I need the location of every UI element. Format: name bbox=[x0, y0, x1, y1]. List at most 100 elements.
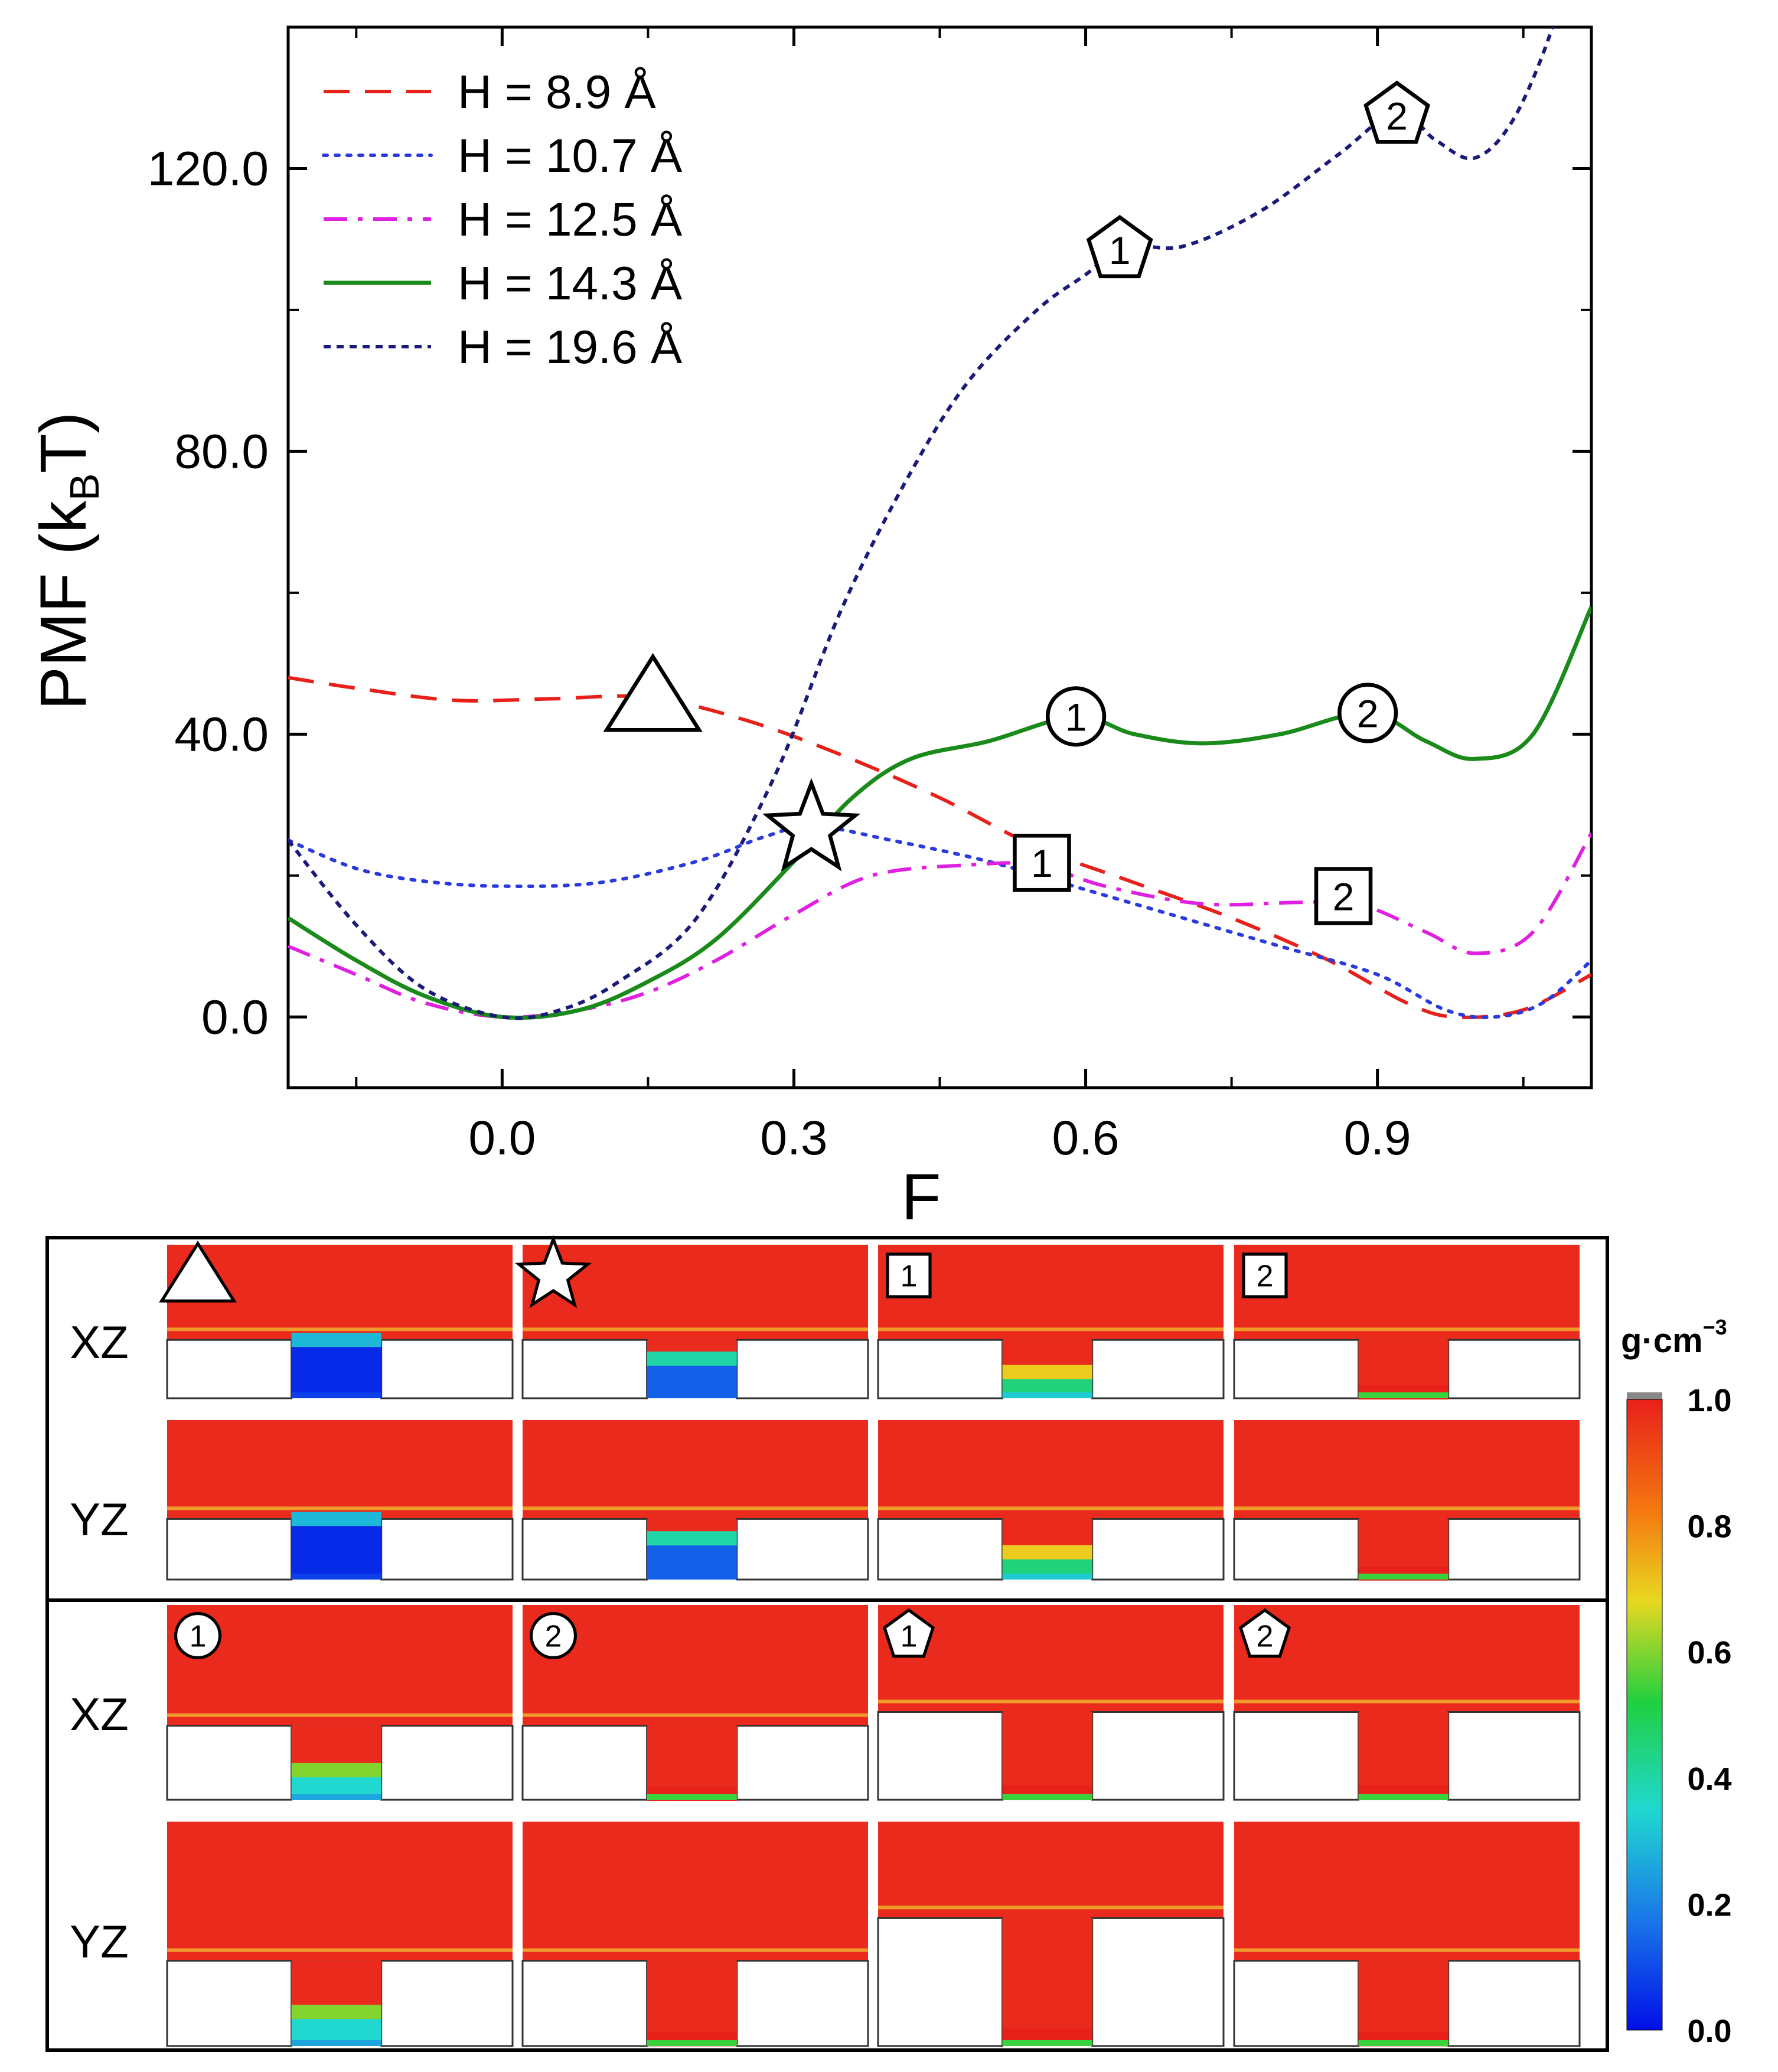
snapshot-marker-circle-1-label: 1 bbox=[190, 1619, 207, 1653]
y-tick-label: 40.0 bbox=[174, 707, 269, 761]
wall-left bbox=[1233, 1960, 1360, 2047]
wall-right bbox=[1091, 1339, 1225, 1399]
x-tick-label: 0.6 bbox=[1052, 1111, 1120, 1165]
snapshot-panels: 1 2 1 2 1 2 XZ YZ XZ YZ bbox=[45, 1235, 1609, 2052]
slot-meniscus bbox=[291, 1763, 381, 1777]
panel-frame-lower bbox=[45, 1598, 1609, 2052]
legend-label-4: H = 19.6 Å bbox=[458, 321, 683, 373]
wall-left bbox=[521, 1725, 648, 1801]
slot-bottom bbox=[1358, 1392, 1449, 1398]
colorbar-tick-label: 0.8 bbox=[1687, 1509, 1731, 1545]
slot-fill bbox=[647, 1725, 737, 1794]
snapshot-panel bbox=[877, 1822, 1225, 2047]
slot-base bbox=[291, 1340, 381, 1398]
snapshot-panel: 1 bbox=[877, 1245, 1225, 1399]
series-line-1 bbox=[288, 824, 1591, 1019]
row-label-xz-lower: XZ bbox=[70, 1688, 129, 1740]
legend-label-2: H = 12.5 Å bbox=[458, 193, 683, 246]
snapshot-panel bbox=[1233, 1822, 1581, 2047]
y-tick-label: 0.0 bbox=[201, 990, 269, 1044]
x-axis-label: F bbox=[901, 1161, 941, 1234]
x-tick-label: 0.9 bbox=[1344, 1111, 1411, 1165]
slot-fill bbox=[1002, 1712, 1092, 1793]
wall-left bbox=[521, 1960, 648, 2047]
marker-pentagon-1: 1 bbox=[1086, 214, 1153, 279]
slot-fill bbox=[1358, 1712, 1449, 1793]
slot-bottom bbox=[1358, 1794, 1449, 1800]
slot-fill bbox=[647, 1960, 737, 2040]
slot-fill bbox=[1358, 1519, 1449, 1574]
legend-label-1: H = 10.7 Å bbox=[458, 129, 683, 182]
snapshot-marker-star-1 bbox=[514, 1235, 592, 1309]
slot-fill bbox=[291, 1960, 381, 2012]
colorbar-tick-label: 0.2 bbox=[1687, 1887, 1731, 1923]
wall-left bbox=[877, 1917, 1004, 2047]
snapshot-panel: 2 bbox=[521, 1605, 869, 1801]
snapshot-marker-triangle-0 bbox=[159, 1241, 237, 1303]
snapshot-panel: 2 bbox=[1233, 1245, 1581, 1400]
wall-right bbox=[380, 1339, 514, 1399]
slot-bottom bbox=[1002, 1392, 1092, 1398]
slot-meniscus bbox=[647, 1351, 737, 1366]
marker-pentagon-2: 2 bbox=[1363, 80, 1430, 144]
snapshot-marker-pentagon-1: 1 bbox=[882, 1608, 935, 1658]
y-tick-label: 80.0 bbox=[174, 425, 269, 478]
marker-square-2: 2 bbox=[1314, 867, 1373, 925]
snapshot-marker-pentagon-2-label: 2 bbox=[1257, 1619, 1274, 1653]
slot-base bbox=[291, 1519, 381, 1580]
marker-circle-1-label: 1 bbox=[1065, 696, 1087, 739]
wall-left bbox=[166, 1518, 293, 1581]
slot-meniscus bbox=[1002, 1365, 1092, 1379]
slot-fill bbox=[291, 1725, 381, 1770]
wall-right bbox=[1091, 1711, 1225, 1801]
wall-left bbox=[1233, 1518, 1360, 1581]
wall-left bbox=[877, 1711, 1004, 1801]
snapshot-panel bbox=[521, 1822, 869, 2047]
snapshot-marker-circle-2: 2 bbox=[529, 1611, 578, 1660]
row-label-yz-upper: YZ bbox=[70, 1493, 129, 1545]
colorbar-title-exponent: −3 bbox=[1703, 1315, 1727, 1339]
row-label-xz-upper: XZ bbox=[70, 1316, 129, 1368]
wall-right bbox=[1447, 1518, 1581, 1581]
series-line-4 bbox=[288, 27, 1555, 1020]
marker-triangle-0 bbox=[603, 652, 703, 732]
snapshot-panel bbox=[877, 1420, 1225, 1581]
colorbar: g·cm−3 1.0 0.8 0.6 0.4 0.2 0.0 bbox=[1621, 1315, 1732, 2049]
snapshot-grid: 1 2 1 2 1 2 bbox=[159, 1235, 1581, 2047]
snapshot-marker-pentagon-2: 2 bbox=[1238, 1608, 1291, 1658]
snapshot-marker-circle-2-label: 2 bbox=[545, 1619, 562, 1653]
snapshot-panel bbox=[159, 1241, 514, 1399]
colorbar-tick-label: 0.4 bbox=[1687, 1761, 1731, 1797]
marker-square-1: 1 bbox=[1013, 833, 1071, 892]
legend-label-0: H = 8.9 Å bbox=[458, 66, 656, 118]
plot-frame bbox=[286, 25, 1593, 1089]
snapshot-panel: 1 bbox=[877, 1605, 1225, 1801]
snapshot-panel bbox=[521, 1420, 869, 1581]
slot-bottom bbox=[647, 1392, 737, 1398]
slot-fill bbox=[1358, 1960, 1449, 2040]
snapshot-marker-pentagon-1-label: 1 bbox=[901, 1619, 918, 1653]
series-layer bbox=[288, 27, 1591, 1020]
series-line-2 bbox=[288, 832, 1591, 1019]
pmf-plot: 0.0 0.3 0.6 0.9 0.0 40.0 80.0 120.0 1 2 1 2 1 2 H = … bbox=[27, 25, 1593, 1234]
wall-right bbox=[736, 1725, 869, 1801]
marker-layer: 1 2 1 2 1 2 bbox=[603, 80, 1430, 925]
slot-bottom bbox=[1002, 1574, 1092, 1580]
snapshot-marker-square-2: 2 bbox=[1242, 1252, 1288, 1298]
snapshot-panel bbox=[166, 1420, 514, 1581]
y-axis-label: PMF (kBT) bbox=[27, 412, 107, 710]
marker-circle-2-label: 2 bbox=[1357, 692, 1379, 736]
wall-right bbox=[736, 1960, 869, 2047]
wall-left bbox=[166, 1339, 293, 1399]
marker-pentagon-1-label: 1 bbox=[1109, 229, 1131, 273]
wall-right bbox=[736, 1339, 869, 1399]
wall-left bbox=[1233, 1339, 1360, 1399]
snapshot-marker-circle-1: 1 bbox=[174, 1611, 222, 1660]
legend: H = 8.9 Å H = 10.7 Å H = 12.5 Å H = 14.3 Å H… bbox=[322, 66, 683, 373]
slot-meniscus bbox=[291, 2005, 381, 2019]
y-axis-label-end: T) bbox=[27, 412, 100, 474]
wall-right bbox=[1447, 1960, 1581, 2047]
snapshot-panel: 2 bbox=[1233, 1605, 1581, 1801]
x-tick-label: 0.0 bbox=[468, 1111, 536, 1165]
colorbar-tick-label: 0.0 bbox=[1687, 2014, 1731, 2049]
